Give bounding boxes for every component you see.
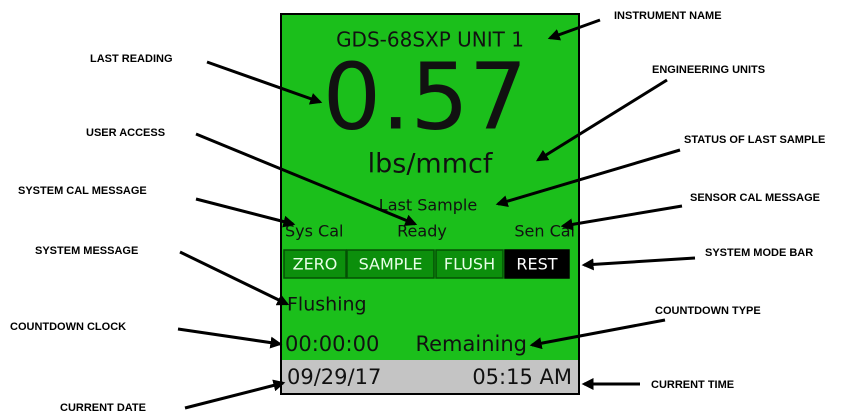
callout-arrow (179, 250, 290, 306)
mode-label: SAMPLE (359, 255, 423, 274)
callout-arrow (547, 18, 601, 41)
user-access: Ready (397, 222, 447, 241)
callout-label: LAST READING (90, 53, 173, 65)
countdown-type: Remaining (415, 332, 527, 356)
instrument-name: GDS-68SXP UNIT 1 (336, 28, 524, 52)
callout-label: COUNTDOWN CLOCK (10, 321, 126, 333)
callout-label: COUNTDOWN TYPE (655, 305, 761, 317)
callout-label: SENSOR CAL MESSAGE (690, 192, 820, 204)
callout-label: SYSTEM MODE BAR (705, 247, 813, 259)
reading: 0.57 (323, 43, 528, 150)
sys-cal: Sys Cal (285, 222, 343, 241)
callout-arrow (195, 132, 418, 226)
callout-label: SYSTEM CAL MESSAGE (18, 185, 147, 197)
mode-label: REST (516, 255, 557, 274)
current-time: 05:15 AM (472, 365, 572, 389)
callout-label: CURRENT TIME (651, 379, 734, 391)
screen-background (280, 13, 580, 395)
callout-arrow (177, 327, 283, 349)
mode-bar: ZERO SAMPLE FLUSH REST (283, 249, 570, 279)
callouts: INSTRUMENT NAME LAST READING ENGINEERING… (10, 10, 825, 414)
callout-arrow (560, 204, 683, 231)
mode-label: FLUSH (444, 255, 495, 274)
status-bar (282, 360, 578, 393)
callout-arrow (195, 197, 296, 228)
units: lbs/mmcf (368, 149, 494, 180)
callout-arrow (184, 379, 286, 410)
callout-label: ENGINEERING UNITS (652, 64, 765, 76)
current-date: 09/29/17 (287, 365, 381, 389)
callout-label: STATUS OF LAST SAMPLE (684, 134, 825, 146)
callout-arrow (581, 256, 696, 271)
callout-label: SYSTEM MESSAGE (35, 245, 138, 257)
callout-arrow (535, 78, 668, 162)
callout-arrow (495, 148, 681, 208)
callout-label: USER ACCESS (86, 127, 165, 139)
mode-button (346, 249, 435, 279)
callout-arrow (529, 318, 666, 350)
mode-button (435, 249, 504, 279)
mode-button (283, 249, 347, 279)
callout-label: CURRENT DATE (60, 402, 146, 414)
callout-label: INSTRUMENT NAME (614, 10, 722, 22)
mode-label: ZERO (293, 255, 338, 274)
sen-cal: Sen Cal (514, 222, 575, 241)
system-message: Flushing (287, 294, 367, 316)
callout-arrow (206, 60, 323, 105)
device-screen: GDS-68SXP UNIT 1 0.57 lbs/mmcf Last Samp… (280, 13, 580, 395)
countdown-clock: 00:00:00 (285, 332, 379, 356)
last-sample-status: Last Sample (379, 196, 477, 215)
mode-button (504, 249, 570, 279)
